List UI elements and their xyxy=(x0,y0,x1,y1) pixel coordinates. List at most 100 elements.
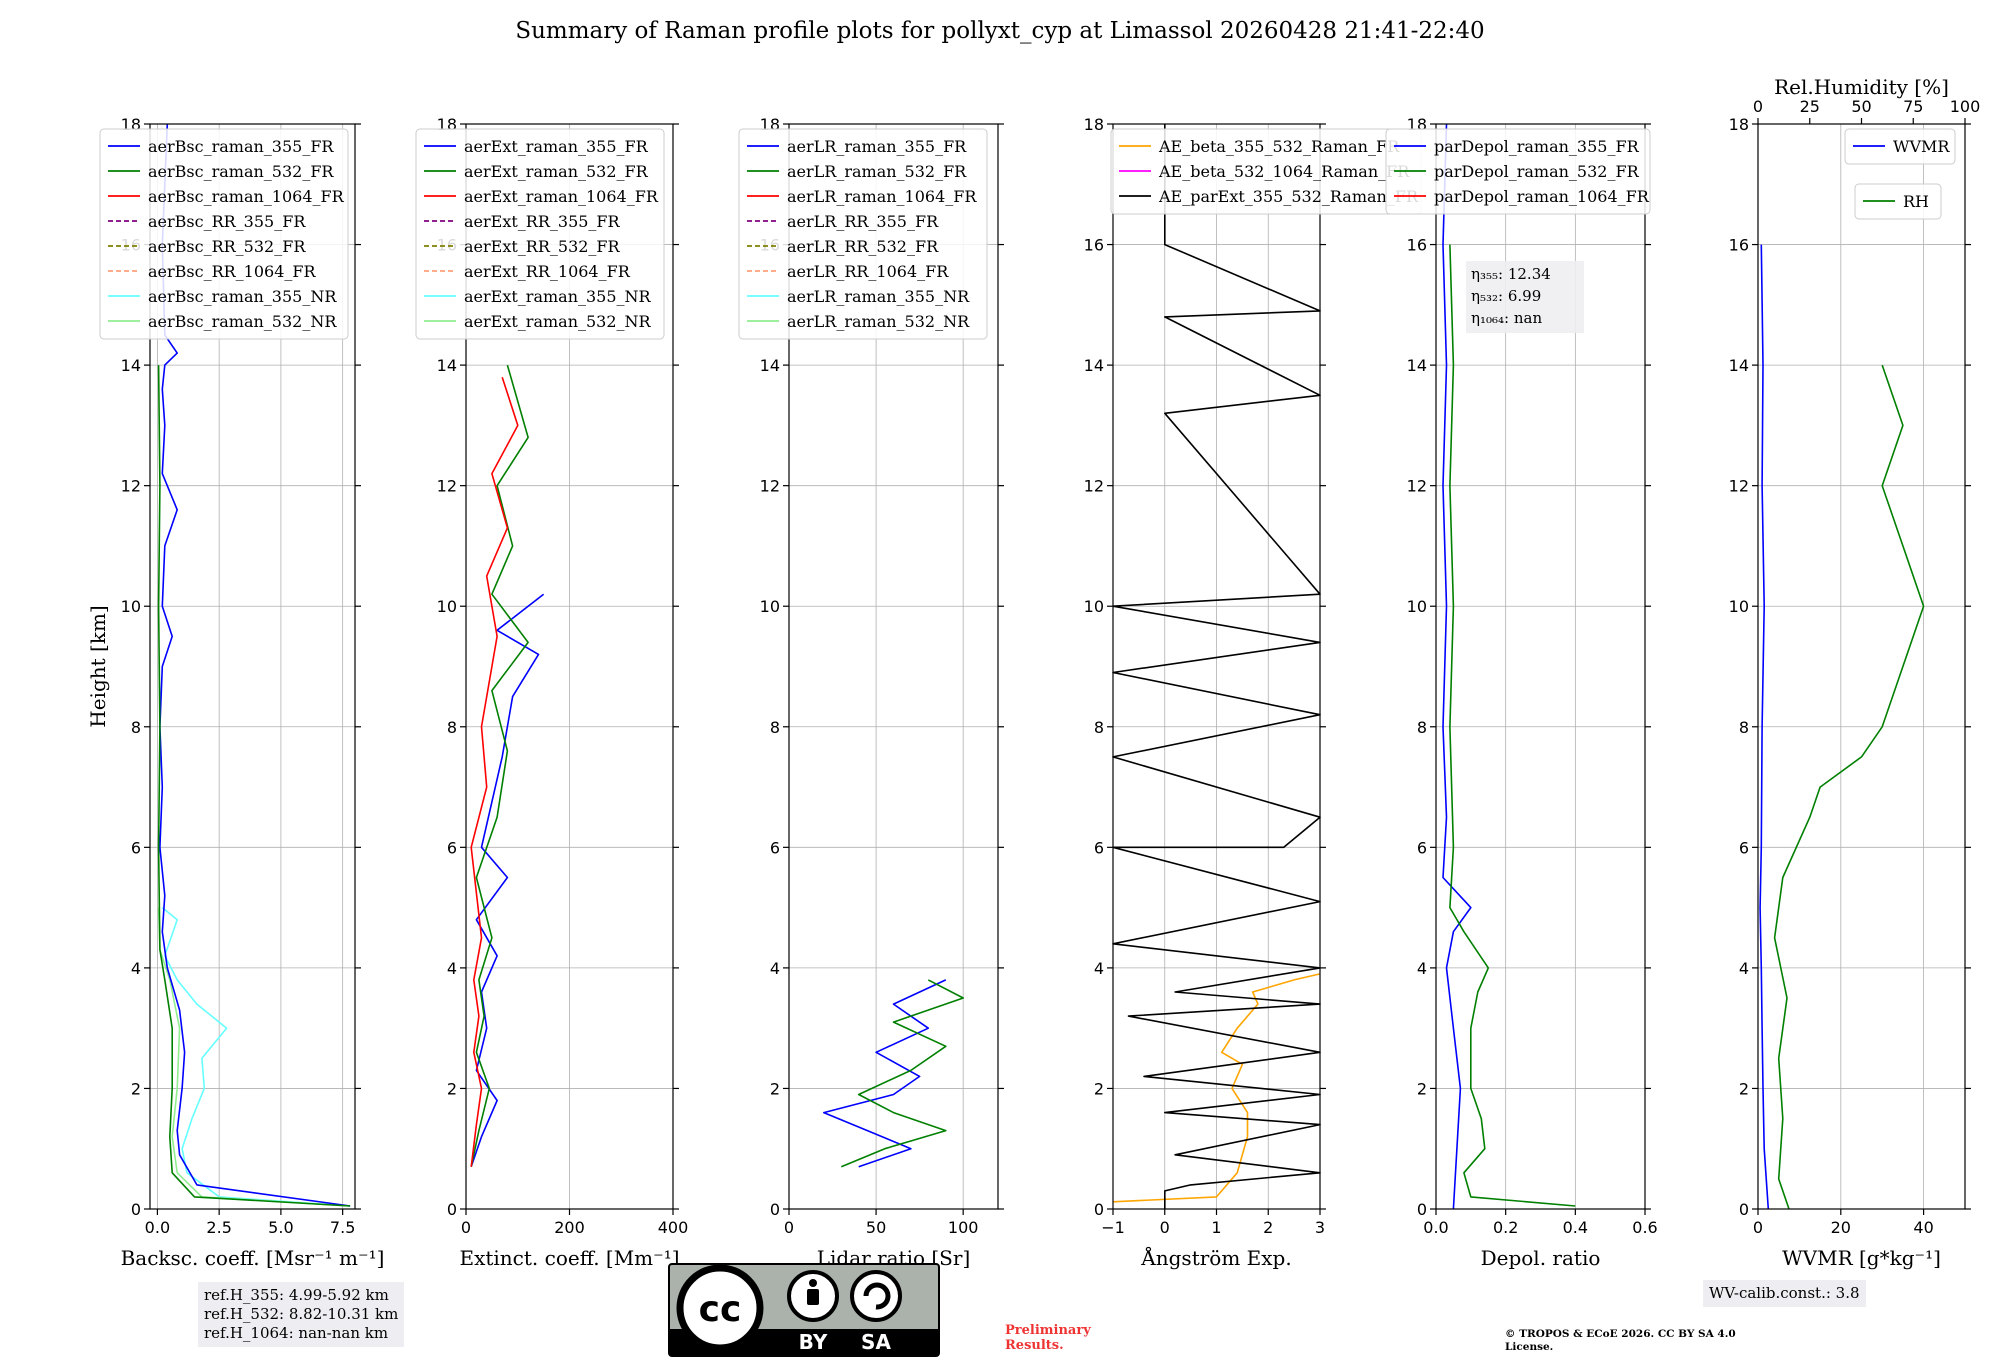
copyright-note: © TROPOS & ECoE 2026. CC BY SA 4.0 Licen… xyxy=(1505,1328,1736,1353)
depol-annotation-box xyxy=(1466,261,1584,333)
sa-label: SA xyxy=(861,1330,891,1354)
bsc-series-aerBsc_raman_355_FR xyxy=(159,123,351,1207)
wv-legend-box xyxy=(1844,128,1956,165)
wv-top-xlabel: Rel.Humidity [%] xyxy=(1774,75,1949,99)
depol-legend-entry: parDepol_raman_1064_FR xyxy=(1434,187,1650,206)
ext-legend-entry: aerExt_raman_355_FR xyxy=(464,137,649,156)
bsc-ytick-label: 2 xyxy=(131,1079,141,1098)
cc-by-sa-license-badge: cc BY SA xyxy=(668,1263,940,1357)
lr-legend-entry: aerLR_raman_532_NR xyxy=(787,312,970,331)
wv-series-WVMR xyxy=(1759,244,1770,1210)
ext-legend-entry: aerExt_RR_1064_FR xyxy=(464,262,631,281)
bsc-frame xyxy=(149,123,356,1210)
wv-ytick-label: 8 xyxy=(1739,718,1749,737)
ae-ytick-label: 14 xyxy=(1084,356,1104,375)
ext-ytick-label: 2 xyxy=(447,1079,457,1098)
ae-legend-entry: AE_beta_532_1064_Raman_FR xyxy=(1158,162,1410,181)
lr-ytick-label: 2 xyxy=(770,1079,780,1098)
ext-xlabel: Extinct. coeff. [Mm⁻¹] xyxy=(459,1246,679,1270)
wv-top-xtick-label: 25 xyxy=(1800,97,1820,116)
ae-ytick-label: 4 xyxy=(1094,959,1104,978)
ext-ytick-label: 6 xyxy=(447,838,457,857)
reference-height-box: ref.H_355: 4.99-5.92 km ref.H_532: 8.82-… xyxy=(198,1282,405,1347)
depol-ytick-label: 14 xyxy=(1407,356,1427,375)
depol-annotation-line: η₅₃₂: 6.99 xyxy=(1471,287,1541,305)
bsc-ylabel: Height [km] xyxy=(86,605,110,727)
wv-series-RH xyxy=(1773,364,1925,1210)
ae-ytick-label: 2 xyxy=(1094,1079,1104,1098)
preliminary-results-note: Preliminary Results. xyxy=(1005,1323,1091,1353)
ext-legend-entry: aerExt_RR_532_FR xyxy=(464,237,621,256)
wv-xtick-label: 0 xyxy=(1753,1218,1763,1237)
wv-top-xtick-label: 0 xyxy=(1753,97,1763,116)
bsc-xtick-label: 7.5 xyxy=(330,1218,355,1237)
depol-xtick-label: 0.0 xyxy=(1423,1218,1448,1237)
ext-ytick-label: 12 xyxy=(437,477,457,496)
bsc-ytick-label: 14 xyxy=(121,356,141,375)
depol-xtick-label: 0.4 xyxy=(1563,1218,1588,1237)
bsc-legend-entry: aerBsc_RR_532_FR xyxy=(148,237,306,256)
lr-series-aerLR_raman_355_FR xyxy=(823,979,947,1168)
bsc-ytick-label: 6 xyxy=(131,838,141,857)
ext-xtick-label: 400 xyxy=(658,1218,689,1237)
lr-legend-entry: aerLR_raman_355_NR xyxy=(787,287,970,306)
bsc-ytick-label: 8 xyxy=(131,718,141,737)
wv-frame xyxy=(1757,123,1966,1210)
lr-series-aerLR_raman_532_FR xyxy=(840,979,964,1168)
cc-logo-text: cc xyxy=(699,1289,742,1330)
bsc-xtick-label: 2.5 xyxy=(206,1218,231,1237)
wv-legend2-box xyxy=(1854,183,1942,220)
depol-ytick-label: 12 xyxy=(1407,477,1427,496)
lr-legend-entry: aerLR_raman_1064_FR xyxy=(787,187,977,206)
wv-ytick-label: 0 xyxy=(1739,1200,1749,1219)
wv-legend2-entry: RH xyxy=(1903,192,1929,211)
bsc-legend-entry: aerBsc_RR_1064_FR xyxy=(148,262,317,281)
ext-ytick-label: 14 xyxy=(437,356,457,375)
lr-xtick-label: 0 xyxy=(784,1218,794,1237)
depol-xtick-label: 0.2 xyxy=(1493,1218,1518,1237)
depol-series-parDepol_raman_355_FR xyxy=(1442,123,1472,1210)
bsc-legend-entry: aerBsc_raman_532_NR xyxy=(148,312,337,331)
wv-calib-const: WV-calib.const.: 3.8 xyxy=(1709,1284,1860,1302)
ext-xtick-label: 200 xyxy=(554,1218,585,1237)
depol-ytick-label: 6 xyxy=(1417,838,1427,857)
lr-legend-entry: aerLR_raman_355_FR xyxy=(787,137,967,156)
bsc-ytick-label: 0 xyxy=(131,1200,141,1219)
depol-annotation-line: η₃₅₅: 12.34 xyxy=(1471,265,1551,283)
ae-xlabel: Ångström Exp. xyxy=(1140,1245,1291,1270)
ext-legend-entry: aerExt_RR_355_FR xyxy=(464,212,621,231)
ae-ytick-label: 8 xyxy=(1094,718,1104,737)
bsc-xtick-label: 5.0 xyxy=(268,1218,293,1237)
depol-series-parDepol_raman_532_FR xyxy=(1449,244,1576,1207)
ext-legend-entry: aerExt_raman_532_FR xyxy=(464,162,649,181)
ext-series-aerExt_raman_1064_FR xyxy=(470,376,519,1167)
lr-ytick-label: 0 xyxy=(770,1200,780,1219)
bsc-series-aerBsc_raman_532_NR xyxy=(157,907,351,1207)
bsc-series-aerBsc_raman_355_NR xyxy=(161,906,351,1207)
wv-ytick-label: 10 xyxy=(1729,597,1749,616)
lr-ytick-label: 6 xyxy=(770,838,780,857)
ae-legend-entry: AE_beta_355_532_Raman_FR xyxy=(1158,137,1400,156)
lr-legend-entry: aerLR_RR_1064_FR xyxy=(787,262,949,281)
ext-legend-entry: aerExt_raman_1064_FR xyxy=(464,187,659,206)
lr-legend-entry: aerLR_raman_532_FR xyxy=(787,162,967,181)
ae-xtick-label: 2 xyxy=(1263,1218,1273,1237)
ae-xtick-label: −1 xyxy=(1101,1218,1125,1237)
ext-xtick-label: 0 xyxy=(461,1218,471,1237)
bsc-legend-entry: aerBsc_raman_532_FR xyxy=(148,162,334,181)
lr-ytick-label: 12 xyxy=(760,477,780,496)
depol-legend-entry: parDepol_raman_355_FR xyxy=(1434,137,1640,156)
ae-ytick-label: 10 xyxy=(1084,597,1104,616)
depol-ytick-label: 0 xyxy=(1417,1200,1427,1219)
depol-ytick-label: 10 xyxy=(1407,597,1427,616)
lr-legend-box xyxy=(738,128,988,340)
ref-height-355: ref.H_355: 4.99-5.92 km xyxy=(204,1286,389,1304)
depol-ytick-label: 16 xyxy=(1407,236,1427,255)
lr-ytick-label: 10 xyxy=(760,597,780,616)
wv-ytick-label: 2 xyxy=(1739,1079,1749,1098)
ae-xtick-label: 1 xyxy=(1211,1218,1221,1237)
by-label: BY xyxy=(799,1330,828,1354)
ae-xtick-label: 0 xyxy=(1160,1218,1170,1237)
bsc-ytick-label: 4 xyxy=(131,959,141,978)
